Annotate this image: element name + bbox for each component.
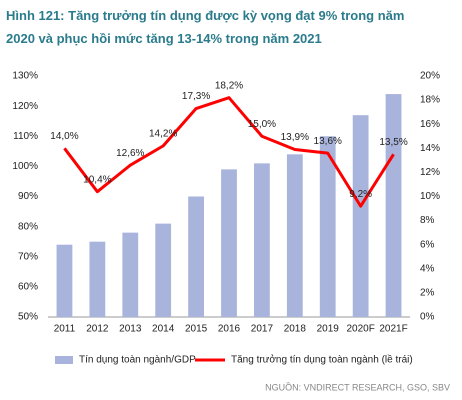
bar	[188, 196, 204, 317]
value-label: 13,6%	[314, 136, 342, 147]
y2-tick-label: 20%	[420, 71, 440, 82]
bar	[286, 154, 303, 317]
bar	[56, 244, 73, 317]
value-label: 18,2%	[215, 80, 243, 91]
chart-title: Hình 121: Tăng trưởng tín dụng được kỳ v…	[6, 8, 404, 23]
x-tick-label: 2021F	[379, 324, 407, 335]
y2-tick-label: 8%	[420, 215, 435, 226]
y-tick-label: 50%	[18, 312, 38, 323]
bar	[122, 232, 139, 317]
value-label: 10,4%	[83, 174, 111, 185]
bar	[385, 94, 402, 317]
chart-title: 2020 và phục hồi mức tăng 13-14% trong n…	[6, 31, 322, 46]
y2-tick-label: 18%	[420, 95, 440, 106]
legend-label: Tín dụng toàn ngành/GDP	[79, 355, 196, 366]
bar	[155, 223, 172, 317]
x-tick-label: 2016	[218, 324, 241, 335]
y2-tick-label: 16%	[420, 119, 440, 130]
y2-tick-label: 12%	[420, 167, 440, 178]
source: NGUỒN: VNDIRECT RESEARCH, GSO, SBV	[265, 381, 450, 392]
bar	[221, 169, 237, 317]
y2-tick-label: 0%	[420, 312, 435, 323]
bar	[254, 163, 270, 317]
y2-tick-label: 10%	[420, 191, 440, 202]
legend-swatch	[55, 356, 73, 364]
bar	[319, 136, 336, 317]
value-label: 15,0%	[248, 119, 276, 130]
y-tick-label: 60%	[18, 282, 38, 293]
value-label: 12,6%	[116, 148, 144, 159]
y-tick-label: 130%	[12, 71, 38, 82]
value-label: 14,0%	[50, 131, 78, 142]
value-label: 9,2%	[349, 189, 372, 200]
x-tick-label: 2017	[251, 324, 274, 335]
x-tick-label: 2012	[86, 324, 109, 335]
line	[63, 96, 395, 208]
y-tick-label: 100%	[12, 161, 38, 172]
legend-label: Tăng trưởng tín dụng toàn ngành (lề trái…	[231, 354, 413, 366]
value-label: 13,9%	[281, 132, 309, 143]
y-tick-label: 90%	[18, 191, 38, 202]
y2-tick-label: 6%	[420, 239, 435, 250]
x-tick-label: 2015	[185, 324, 208, 335]
x-tick-label: 2019	[317, 324, 340, 335]
y2-tick-label: 14%	[420, 143, 440, 154]
y2-tick-label: 2%	[420, 288, 435, 299]
x-tick-label: 2020F	[346, 324, 374, 335]
value-label: 14,2%	[149, 129, 177, 140]
y-tick-label: 70%	[18, 251, 38, 262]
bar	[89, 241, 106, 317]
y2-tick-label: 4%	[420, 263, 435, 274]
x-tick-label: 2011	[54, 324, 76, 335]
y-tick-label: 110%	[13, 131, 38, 142]
value-label: 13,5%	[379, 137, 407, 148]
y-tick-label: 80%	[18, 221, 38, 232]
y-tick-label: 120%	[12, 101, 38, 112]
x-tick-label: 2013	[119, 324, 142, 335]
x-tick-label: 2014	[152, 324, 175, 335]
x-tick-label: 2018	[284, 324, 307, 335]
bar	[352, 115, 369, 317]
value-label: 17,3%	[182, 91, 210, 102]
